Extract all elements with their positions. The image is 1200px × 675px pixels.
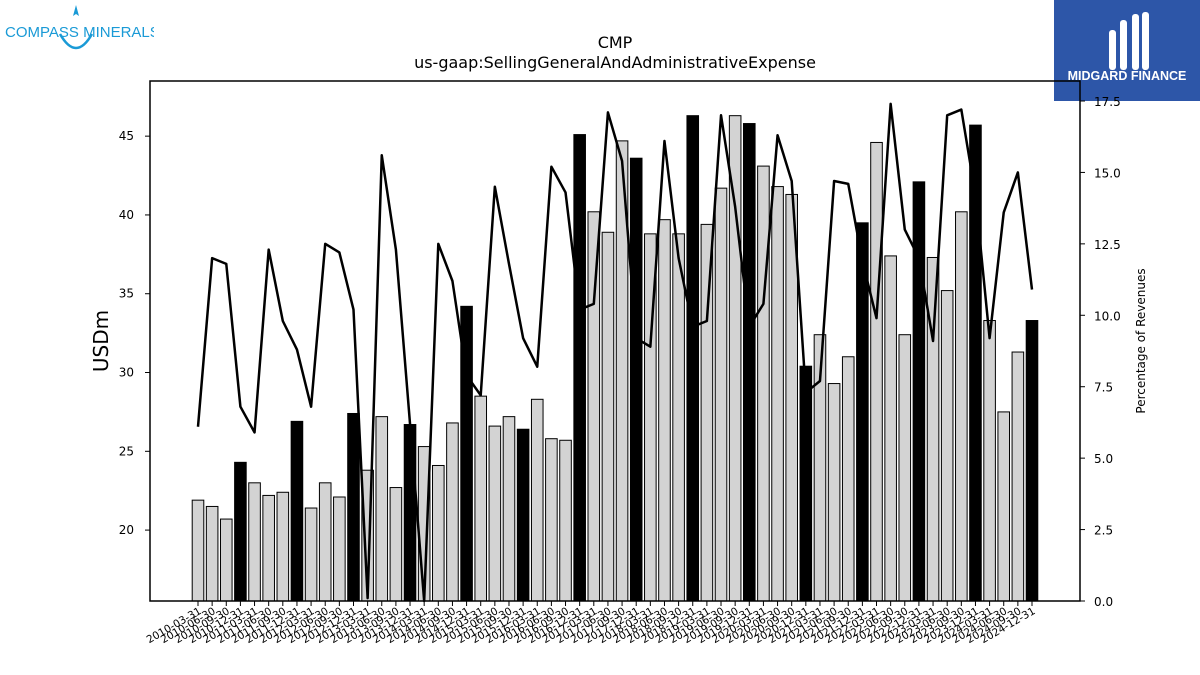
bar-2011-09-30 [276,491,290,602]
bar-2022-12-31 [912,181,926,602]
y2-tick-label: 0.0 [1094,595,1113,609]
bar-2018-12-31 [686,115,700,602]
bar-2012-03-31 [304,507,318,602]
bar-2020-06-30 [771,186,784,602]
bar-2010-12-31 [234,461,247,602]
bar-2016-09-30 [559,439,572,602]
chart-subtitle: us-gaap:SellingGeneralAndAdministrativeE… [414,53,816,72]
bar-2019-06-30 [714,187,728,602]
y2-tick-label: 5.0 [1094,452,1113,466]
compass-minerals-logo: COMPASS MINERALS [4,4,160,54]
bar-2020-03-31 [757,165,770,602]
bar-2017-03-31 [587,211,601,602]
bar-2023-06-30 [940,290,954,602]
bar-2022-03-31 [870,141,883,602]
bar-2013-09-30 [389,487,403,602]
x-axis-ticks: 2010-03-312010-06-302010-09-302010-12-31… [145,601,1038,646]
bar-2024-09-30 [1011,351,1025,602]
y-tick-label: 35 [119,287,134,301]
y-axis-label: USDm [89,310,113,372]
left-axis-ticks: 20 25 30 35 40 45 [119,129,150,537]
bar-2012-12-31 [347,412,360,602]
bar-2022-06-30 [884,255,897,602]
bar-2010-03-31 [191,499,205,602]
bar-2015-12-31 [516,428,530,602]
plot-frame [149,80,1081,602]
y2-tick-label: 15.0 [1094,166,1121,180]
y2-axis-label: Percentage of Revenues [1134,268,1148,413]
bar-2010-09-30 [219,518,233,602]
midgard-emblem-icon [1109,12,1149,70]
bar-2016-03-31 [530,398,544,602]
compass-minerals-wordmark: COMPASS MINERALS [5,24,154,41]
bar-2010-06-30 [205,505,219,602]
bar-series [191,115,1039,602]
bar-2021-09-30 [841,356,855,602]
chart-title: CMP [598,33,633,52]
bar-2017-12-31 [629,157,643,602]
bar-2012-06-30 [318,482,332,602]
bar-2023-03-31 [926,256,940,602]
bar-2017-06-30 [601,231,615,602]
bar-2022-09-30 [898,334,912,602]
bar-2012-09-30 [333,496,346,602]
bar-2018-06-30 [658,219,671,602]
y2-tick-label: 7.5 [1094,381,1113,395]
y2-tick-label: 10.0 [1094,309,1121,323]
bar-2011-06-30 [262,494,275,602]
bar-2021-06-30 [827,383,841,602]
bar-2011-12-31 [290,420,304,602]
bar-2015-09-30 [502,416,516,602]
bar-2024-12-31 [1025,320,1039,602]
bar-2013-12-31 [403,424,417,602]
bar-2014-09-30 [446,422,459,602]
y2-tick-label: 2.5 [1094,524,1113,538]
bar-2013-06-30 [375,416,389,602]
bar-2018-09-30 [672,233,685,602]
bar-2016-12-31 [573,134,586,602]
y2-tick-label: 12.5 [1094,238,1121,252]
compass-star-icon [58,5,94,50]
midgard-finance-logo: MIDGARD FINANCE [1054,0,1200,101]
y-tick-label: 45 [119,129,134,143]
bar-2019-03-31 [700,223,714,602]
bar-2011-03-31 [248,482,261,602]
percentage-of-revenues-line [196,102,1034,603]
y-tick-label: 30 [119,366,134,380]
right-axis-ticks: 0.0 2.5 5.0 7.5 10.0 12.5 15.0 17.5 [1080,95,1121,609]
bar-2019-12-31 [742,123,756,602]
bar-2015-06-30 [488,425,502,602]
y-tick-label: 25 [119,444,134,458]
y-tick-label: 20 [119,523,134,537]
bar-2024-03-31 [983,320,996,602]
bar-2016-06-30 [545,438,558,602]
bar-2024-06-30 [997,411,1011,602]
y-tick-label: 40 [119,208,134,222]
bar-2023-09-30 [955,211,968,602]
bar-2014-06-30 [432,464,445,602]
bar-2020-12-31 [799,365,813,602]
midgard-finance-wordmark: MIDGARD FINANCE [1068,69,1187,83]
bar-2015-03-31 [474,395,488,602]
y2-tick-label: 17.5 [1094,95,1121,109]
